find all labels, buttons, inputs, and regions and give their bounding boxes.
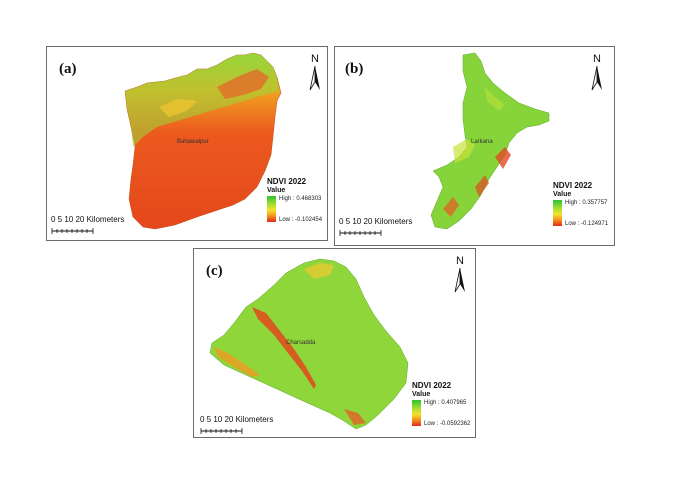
scale-bar: 0 5 10 20 Kilometers — [51, 215, 161, 239]
legend-subtitle: Value — [553, 191, 572, 198]
ndvi-map-charsadda — [209, 258, 409, 430]
city-label: Larkana — [471, 139, 493, 145]
legend-title: NDVI 2022 — [267, 177, 307, 186]
scale-label: 0 5 10 20 Kilometers — [200, 415, 274, 424]
map-panel-b: (b) Larkana N NDVI 2022 Value High : 0.3… — [334, 46, 615, 246]
legend-title: NDVI 2022 — [412, 381, 452, 390]
legend-high: High : 0.468303 — [279, 196, 322, 202]
north-letter: N — [456, 255, 464, 267]
map-panel-a: (a) Bahawalpur N NDVI 2022 Value High : … — [46, 46, 328, 241]
panel-label: (b) — [345, 61, 364, 77]
north-letter: N — [593, 53, 601, 65]
legend: NDVI 2022 Value High : 0.357757 Low : -0… — [553, 181, 663, 241]
ndvi-map-bahawalpur — [124, 52, 282, 230]
legend-color-ramp — [267, 196, 276, 222]
legend-color-ramp — [553, 200, 562, 226]
legend-low: Low : -0.124971 — [565, 221, 609, 227]
city-label: Charsadda — [286, 340, 316, 346]
legend: NDVI 2022 Value High : 0.468303 Low : -0… — [267, 177, 377, 237]
ndvi-map-larkana — [430, 52, 550, 230]
north-arrow-icon: N — [305, 53, 325, 93]
legend-high: High : 0.407965 — [424, 400, 467, 406]
scale-label: 0 5 10 20 Kilometers — [339, 217, 413, 226]
legend-high: High : 0.357757 — [565, 200, 608, 206]
legend-title: NDVI 2022 — [553, 181, 593, 190]
legend-color-ramp — [412, 400, 421, 426]
scale-bar: 0 5 10 20 Kilometers — [200, 415, 310, 439]
legend-low: Low : -0.0592362 — [424, 421, 471, 427]
map-panel-c: (c) Charsadda N NDVI 2022 Value High : 0… — [193, 248, 476, 438]
legend: NDVI 2022 Value High : 0.407965 Low : -0… — [412, 381, 522, 441]
city-label: Bahawalpur — [177, 139, 209, 145]
north-letter: N — [311, 53, 319, 65]
legend-subtitle: Value — [412, 391, 431, 398]
north-arrow-icon: N — [450, 255, 470, 295]
legend-low: Low : -0.102454 — [279, 217, 323, 223]
scale-label: 0 5 10 20 Kilometers — [51, 215, 125, 224]
panel-label: (a) — [59, 61, 77, 77]
panel-label: (c) — [206, 263, 223, 279]
legend-subtitle: Value — [267, 187, 286, 194]
scale-bar: 0 5 10 20 Kilometers — [339, 217, 449, 241]
north-arrow-icon: N — [587, 53, 607, 93]
